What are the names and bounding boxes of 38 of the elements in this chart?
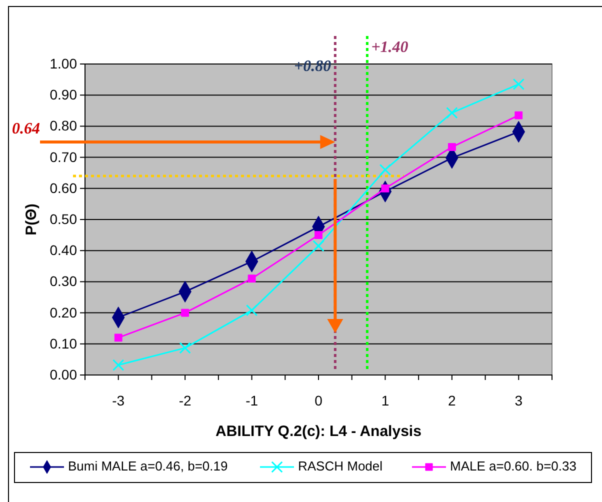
y-tick-label: 0.50 <box>50 210 78 227</box>
legend-label: MALE a=0.60. b=0.33 <box>450 458 576 474</box>
y-axis-title: P(Θ) <box>23 204 40 236</box>
y-tick-label: 0.30 <box>50 273 78 290</box>
point <box>312 240 324 252</box>
point <box>512 78 525 90</box>
point <box>112 359 124 371</box>
point <box>114 334 122 342</box>
point <box>246 304 258 316</box>
y-tick-label: 0.20 <box>50 304 78 320</box>
point <box>314 231 322 240</box>
text: 0.64 <box>12 120 40 138</box>
y-tick-label: 0.10 <box>50 335 78 352</box>
point <box>379 164 392 176</box>
point <box>179 342 191 354</box>
x-tick-label: 2 <box>448 392 456 408</box>
point <box>514 111 523 120</box>
x-tick-label: 3 <box>514 392 523 408</box>
x-tick-label: -3 <box>112 392 125 408</box>
point <box>448 143 456 151</box>
x-axis-title: ABILITY Q.2(c): L4 - Analysis <box>216 423 422 440</box>
annotation: +1.40 <box>371 39 408 56</box>
x-tick-label: -2 <box>178 392 192 408</box>
y-tick-label: 1.00 <box>50 55 78 72</box>
point <box>446 106 458 119</box>
legend-label: RASCH Model <box>298 458 383 474</box>
x-tick-label: -1 <box>246 392 258 408</box>
legend-label: Bumi MALE a=0.46, b=0.19 <box>68 458 228 474</box>
point <box>248 274 256 283</box>
y-tick-label: 0.40 <box>50 242 78 258</box>
x-tick-label: 0 <box>314 392 323 408</box>
y-tick-label: 0.60 <box>50 180 78 196</box>
y-tick-label: 0.00 <box>50 366 78 382</box>
y-tick-label: 0.70 <box>50 148 78 165</box>
x-tick-label: 1 <box>381 392 390 408</box>
point <box>181 308 190 317</box>
y-tick-label: 0.90 <box>50 86 78 103</box>
y-tick-label: 0.80 <box>50 118 78 134</box>
